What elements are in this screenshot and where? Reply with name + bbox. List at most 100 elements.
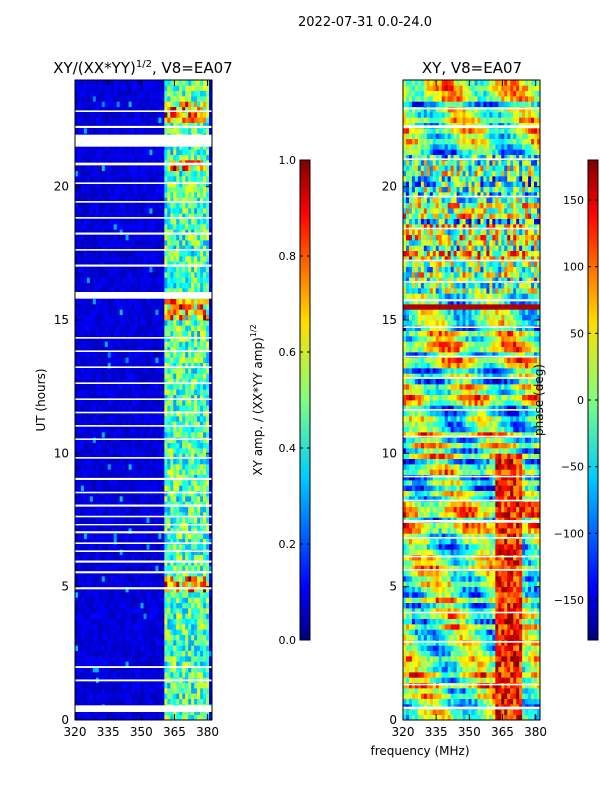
heatmap-cell [200, 512, 204, 518]
heatmap-cell [113, 208, 118, 214]
heatmap-cell [191, 597, 195, 604]
heatmap-cell [113, 480, 118, 486]
heatmap-cell [188, 400, 192, 406]
heatmap-cell [113, 181, 118, 188]
heatmap-cell [116, 709, 121, 716]
heatmap-cell [149, 421, 153, 428]
heatmap-cell [104, 261, 109, 268]
heatmap-cell [119, 266, 123, 273]
heatmap-cell [75, 165, 79, 172]
heatmap-cell [116, 458, 121, 465]
heatmap-cell [125, 197, 129, 204]
heatmap-cell [185, 634, 189, 641]
heatmap-cell [80, 629, 85, 636]
heatmap-cell [161, 485, 165, 492]
heatmap-cell [101, 405, 106, 412]
heatmap-cell [89, 522, 94, 529]
heatmap-cell [89, 154, 94, 161]
heatmap-cell [182, 661, 186, 668]
heatmap-cell [128, 528, 132, 534]
heatmap-cell [98, 506, 103, 513]
heatmap-cell [152, 144, 156, 150]
heatmap-cell [101, 202, 106, 209]
heatmap-cell [146, 549, 150, 556]
heatmap-cell [185, 304, 189, 310]
heatmap-cell [146, 309, 150, 316]
heatmap-cell [83, 661, 88, 668]
heatmap-cell [176, 277, 180, 284]
heatmap-cell [116, 570, 121, 577]
heatmap-cell [98, 336, 103, 342]
heatmap-cell [98, 389, 103, 396]
heatmap-cell [77, 709, 82, 716]
heatmap-cell [75, 176, 79, 182]
heatmap-cell [149, 256, 153, 262]
heatmap-cell [194, 629, 198, 636]
heatmap-cell [98, 202, 103, 209]
heatmap-cell [119, 277, 123, 284]
heatmap-cell [209, 421, 213, 428]
heatmap-cell [206, 176, 210, 182]
heatmap-cell [206, 149, 210, 156]
heatmap-cell [140, 624, 144, 630]
heatmap-cell [92, 149, 97, 156]
heatmap-cell [155, 512, 159, 518]
heatmap-cell [131, 170, 135, 177]
heatmap-cell [80, 490, 85, 497]
heatmap-cell [206, 362, 210, 369]
heatmap-cell [161, 554, 165, 561]
heatmap-cell [164, 597, 168, 604]
heatmap-cell [134, 330, 138, 337]
heatmap-cell [101, 357, 106, 364]
heatmap-cell [143, 256, 147, 262]
heatmap-cell [80, 400, 85, 406]
heatmap-cell [80, 640, 85, 646]
heatmap-cell [92, 597, 97, 604]
heatmap-cell [119, 480, 123, 486]
heatmap-cell [203, 618, 207, 625]
heatmap-cell [80, 389, 85, 396]
heatmap-cell [173, 298, 177, 305]
heatmap-cell [95, 496, 100, 502]
amp-panel-title: XY/(XX*YY)1/2, V8=EA07 [53, 59, 232, 77]
heatmap-cell [182, 709, 186, 716]
heatmap-cell [182, 688, 186, 694]
heatmap-cell [170, 554, 174, 561]
heatmap-cell [125, 202, 129, 209]
heatmap-cell [170, 538, 174, 545]
heatmap-cell [167, 352, 171, 358]
heatmap-cell [155, 517, 159, 524]
heatmap-cell [104, 282, 109, 289]
heatmap-cell [140, 272, 144, 278]
heatmap-cell [80, 202, 85, 209]
heatmap-cell [89, 250, 94, 257]
heatmap-cell [158, 405, 162, 412]
heatmap-cell [185, 400, 189, 406]
heatmap-cell [116, 661, 121, 668]
heatmap-cell [104, 453, 109, 460]
heatmap-cell [149, 357, 153, 364]
heatmap-cell [191, 613, 195, 620]
heatmap-cell [137, 496, 141, 502]
heatmap-cell [116, 165, 121, 172]
heatmap-cell [167, 213, 171, 220]
heatmap-cell [185, 165, 189, 172]
heatmap-cell [152, 538, 156, 545]
heatmap-cell [173, 549, 177, 556]
heatmap-cell [200, 362, 204, 369]
heatmap-cell [146, 634, 150, 641]
heatmap-cell [89, 384, 94, 390]
heatmap-cell [86, 533, 91, 540]
heatmap-cell [149, 352, 153, 358]
heatmap-cell [161, 330, 165, 337]
heatmap-cell [86, 245, 91, 252]
heatmap-cell [167, 645, 171, 652]
heatmap-cell [75, 693, 79, 700]
heatmap-cell [80, 282, 85, 289]
heatmap-cell [119, 165, 123, 172]
heatmap-cell [164, 714, 168, 721]
heatmap-cell [149, 672, 153, 678]
heatmap-cell [203, 560, 207, 566]
heatmap-cell [104, 549, 109, 556]
heatmap-cell [75, 181, 79, 188]
